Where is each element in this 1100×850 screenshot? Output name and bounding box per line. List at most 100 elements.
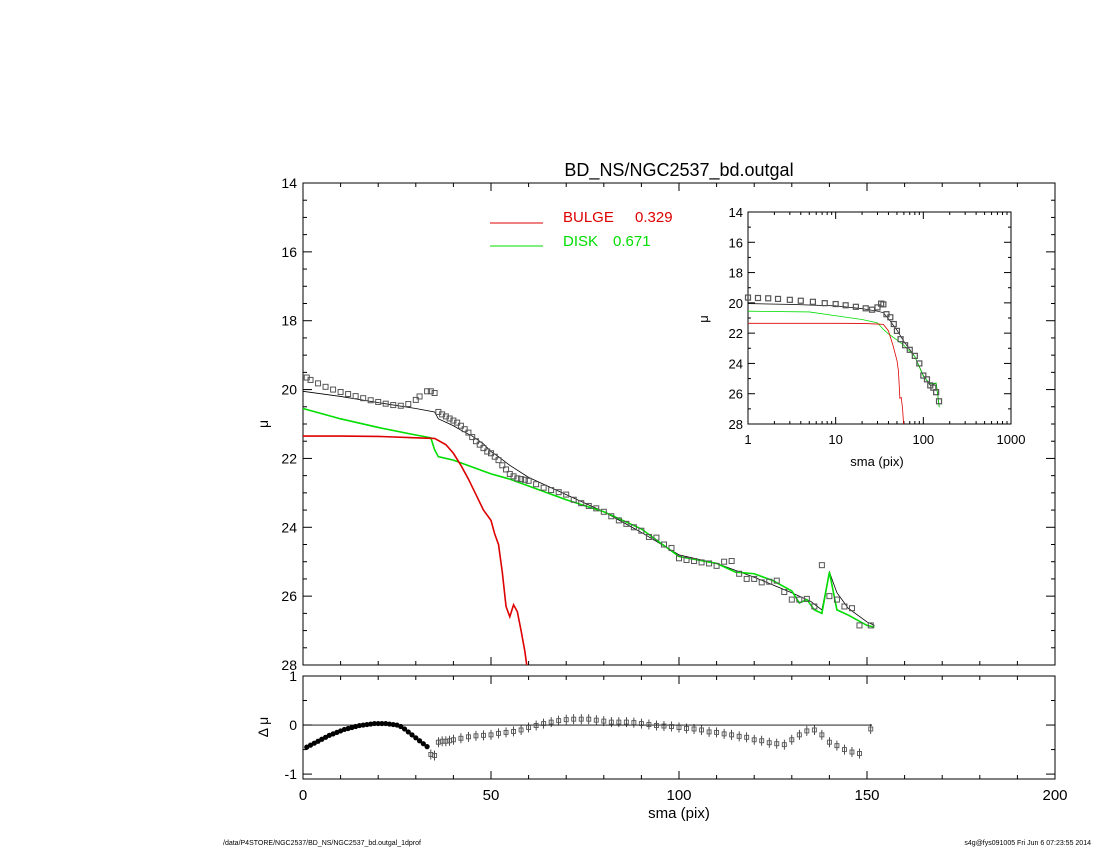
residual-point [669, 724, 674, 729]
residual-point [409, 732, 415, 738]
data-point [457, 422, 464, 429]
inset-data-point [797, 297, 804, 304]
inset-data-point [842, 302, 849, 309]
residual-point [834, 743, 840, 749]
inset-plot-panel: sma (pix) μ 1 10 100 1000 14 16 18 20 22 24 26 28 [696, 205, 1025, 469]
residual-point [488, 732, 494, 738]
inset-data-point [920, 372, 927, 379]
inset-data-point [893, 327, 901, 334]
data-point [484, 448, 491, 455]
residual-point [398, 723, 404, 730]
inset-y-tick-label: 26 [729, 387, 743, 402]
residual-point [811, 727, 817, 733]
data-point [518, 476, 525, 483]
main-y-tick-label: 26 [281, 588, 297, 604]
residual-point [518, 727, 524, 733]
residual-point [661, 723, 667, 729]
data-point [454, 419, 461, 426]
inset-data-point [852, 303, 859, 310]
data-point [848, 605, 855, 612]
residual-point [496, 730, 501, 736]
residual-point [571, 716, 577, 722]
residual-point [691, 726, 697, 732]
inset-x-tick-label: 10 [828, 432, 842, 447]
inset-data-point [887, 314, 894, 321]
residual-point [653, 723, 659, 728]
data-point [706, 560, 713, 567]
residual-point [556, 718, 562, 724]
inset-data-point [933, 389, 940, 396]
residual-point [432, 753, 438, 758]
residual-point [759, 738, 765, 744]
data-point [345, 391, 352, 398]
data-point [713, 562, 720, 569]
data-point [698, 559, 705, 566]
data-point [431, 390, 438, 397]
data-point [525, 477, 532, 484]
x-tick-label: 100 [666, 787, 691, 804]
data-point [608, 513, 615, 520]
data-point [593, 505, 600, 512]
residual-point [868, 726, 874, 732]
data-point [826, 593, 833, 600]
data-point [578, 500, 585, 507]
data-point [307, 376, 314, 383]
legend-bulge-value: 0.329 [635, 209, 673, 226]
data-point [491, 453, 498, 460]
residual-point [578, 716, 584, 722]
residual-y-axis-label: Δ μ [255, 717, 271, 738]
inset-y-tick-label: 22 [729, 326, 743, 341]
data-point [461, 426, 468, 433]
inset-data-point [874, 304, 881, 311]
main-y-tick-label: 16 [281, 244, 297, 260]
x-tick-label: 0 [299, 787, 307, 804]
data-point [495, 457, 502, 464]
data-point [645, 533, 652, 540]
main-y-axis-label: μ [255, 420, 271, 428]
data-point [788, 596, 795, 603]
residual-point [744, 734, 750, 740]
data-point [818, 562, 825, 569]
disk-model-line [302, 407, 875, 628]
data-point [585, 502, 592, 509]
inset-y-tick-label: 24 [729, 356, 743, 371]
data-point [841, 603, 848, 610]
data-point [514, 475, 521, 482]
residual-point [563, 717, 569, 723]
inset-y-tick-label: 16 [729, 235, 743, 250]
inset-data-point [916, 360, 923, 367]
data-point [766, 578, 773, 585]
main-y-tick-label: 22 [281, 450, 297, 466]
inset-data-point [890, 320, 897, 328]
residual-point [646, 722, 652, 728]
inset-data-point [911, 352, 918, 359]
data-point [503, 466, 510, 473]
data-point [476, 441, 483, 448]
inset-x-tick-label: 1000 [997, 432, 1026, 447]
residual-point [586, 716, 592, 722]
legend-disk-value: 0.671 [613, 233, 651, 250]
data-point [728, 558, 735, 565]
residual-point [593, 717, 599, 723]
legend-bulge-label: BULGE [563, 209, 614, 226]
residual-point [416, 738, 423, 744]
residual-point [631, 720, 637, 726]
data-point [676, 555, 682, 562]
data-point [630, 524, 637, 531]
residual-point [751, 737, 757, 743]
data-point [337, 388, 344, 395]
residual-point [849, 749, 855, 755]
residual-point [405, 729, 411, 735]
data-point [683, 556, 690, 563]
inset-x-tick-label: 1 [744, 432, 751, 447]
residual-y-tick-label: -1 [285, 766, 298, 782]
data-point [833, 596, 840, 603]
legend: BULGE 0.329 DISK 0.671 [490, 209, 673, 250]
residual-point [706, 729, 712, 735]
residual-point [826, 739, 832, 745]
data-point [796, 596, 803, 603]
data-point [758, 579, 765, 586]
data-point [736, 570, 743, 577]
footer-timestamp: s4g@fys091005 Fri Jun 6 07:23:55 2014 [964, 840, 1091, 847]
residual-point [699, 727, 705, 733]
